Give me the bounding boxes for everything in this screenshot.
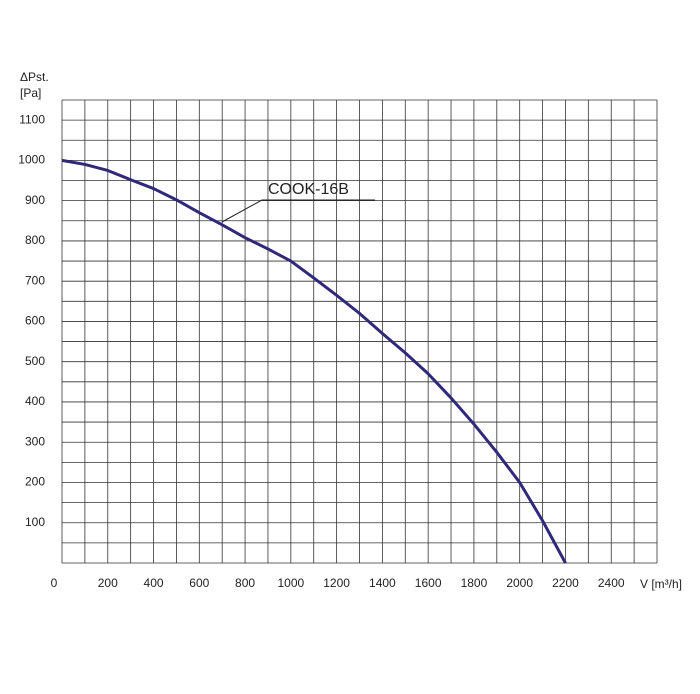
y-tick-label: 400 bbox=[25, 394, 45, 408]
x-tick-label: 200 bbox=[98, 576, 118, 590]
x-tick-label: 2200 bbox=[552, 576, 579, 590]
y-tick-label: 1100 bbox=[19, 112, 45, 126]
x-tick-label: 2400 bbox=[598, 576, 625, 590]
x-tick-label: 400 bbox=[144, 576, 164, 590]
x-axis-label: V [m³/h] bbox=[640, 577, 682, 591]
x-tick-label: 600 bbox=[189, 576, 209, 590]
x-tick-label: 1200 bbox=[323, 576, 350, 590]
y-tick-label: 200 bbox=[25, 475, 45, 489]
y-axis-unit: [Pa] bbox=[20, 86, 41, 100]
x-tick-label: 1400 bbox=[369, 576, 396, 590]
y-axis-label: ΔPst. bbox=[20, 70, 49, 84]
y-tick-label: 1000 bbox=[18, 153, 45, 167]
y-tick-label: 500 bbox=[25, 354, 45, 368]
x-tick-label: 1000 bbox=[277, 576, 304, 590]
x-tick-label: 1800 bbox=[461, 576, 488, 590]
x-tick-label: 800 bbox=[235, 576, 255, 590]
y-tick-label: 600 bbox=[25, 314, 45, 328]
y-tick-label: 800 bbox=[25, 233, 45, 247]
y-tick-label: 900 bbox=[25, 193, 45, 207]
annotation: COOK-16B bbox=[268, 181, 349, 198]
x-tick-label: 1600 bbox=[415, 576, 442, 590]
y-tick-label: 100 bbox=[25, 515, 45, 529]
x-tick-label: 0 bbox=[51, 576, 58, 590]
annotation-leader bbox=[221, 199, 375, 223]
y-tick-label: 300 bbox=[25, 434, 45, 448]
y-tick-label: 700 bbox=[25, 273, 45, 287]
series-line bbox=[61, 158, 567, 564]
x-tick-label: 2000 bbox=[506, 576, 533, 590]
